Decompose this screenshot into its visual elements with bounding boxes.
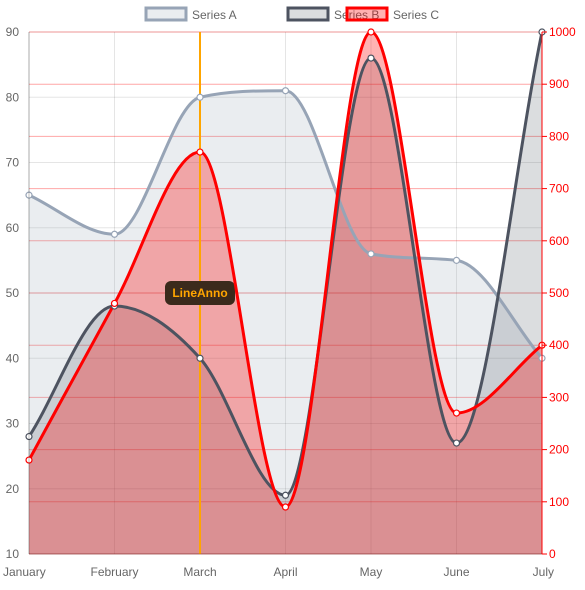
series-b-point[interactable]	[196, 354, 204, 362]
y-left-tick-label: 80	[6, 90, 20, 104]
y-right-tick-label: 100	[549, 495, 569, 509]
series-b-point[interactable]	[25, 432, 33, 441]
y-right-tick-label: 700	[549, 182, 569, 196]
series-b-legend-swatch[interactable]	[286, 6, 330, 22]
axes: 1020304050607080900100200300400500600700…	[3, 25, 576, 579]
series-a-legend-label[interactable]: Series A	[192, 8, 237, 22]
series-c-legend-label[interactable]: Series C	[393, 8, 439, 22]
series-c-point[interactable]	[110, 299, 119, 308]
x-tick-label: April	[273, 565, 297, 579]
series-b-area	[29, 32, 542, 554]
series-b-point[interactable]	[367, 54, 375, 62]
series-c-area	[29, 32, 542, 554]
y-right-tick-label: 800	[549, 129, 569, 143]
y-left-tick-label: 50	[6, 286, 20, 300]
y-right-tick-label: 400	[549, 338, 569, 352]
x-tick-label: January	[3, 565, 46, 579]
y-left-tick-label: 20	[6, 482, 20, 496]
series-b-point[interactable]	[452, 439, 461, 447]
y-right-tick-label: 200	[549, 443, 569, 457]
y-left-tick-label: 70	[6, 156, 20, 170]
series-c-line	[27, 30, 543, 509]
y-left-tick-label: 90	[6, 25, 20, 39]
series-a-point[interactable]	[281, 87, 290, 95]
series-a-point[interactable]	[110, 230, 119, 238]
x-tick-label: June	[443, 565, 469, 579]
y-right-tick-label: 900	[549, 77, 569, 91]
series-a-point[interactable]	[367, 250, 375, 258]
y-right-tick-label: 600	[549, 234, 569, 248]
y-right-tick-label: 0	[549, 547, 556, 561]
y-right-tick-label: 1000	[549, 25, 576, 39]
annotation: LineAnno	[165, 32, 235, 554]
grid	[28, 31, 543, 555]
series-a-point[interactable]	[452, 256, 461, 264]
y-left-tick-label: 30	[6, 417, 20, 431]
series-points	[25, 28, 546, 511]
series-c-point[interactable]	[281, 503, 290, 511]
series-fills	[29, 32, 542, 554]
y-left-tick-label: 10	[6, 547, 20, 561]
x-tick-label: February	[90, 565, 138, 579]
series-a-point[interactable]	[196, 93, 204, 101]
series-c-point[interactable]	[196, 148, 204, 156]
series-a-legend-swatch[interactable]	[144, 6, 188, 22]
y-left-tick-label: 60	[6, 221, 20, 235]
series-c-point[interactable]	[25, 456, 33, 464]
series-a-point[interactable]	[25, 191, 33, 199]
series-b-point[interactable]	[281, 491, 290, 499]
series-c-point[interactable]	[367, 28, 375, 36]
series-c-legend-swatch[interactable]	[345, 6, 389, 22]
annotation-label: LineAnno	[172, 286, 227, 300]
y-right-tick-label: 300	[549, 390, 569, 404]
series-c-point[interactable]	[452, 409, 461, 417]
annotation-label-box	[165, 281, 235, 305]
x-tick-label: March	[183, 565, 216, 579]
x-tick-label: July	[533, 565, 554, 579]
y-left-tick-label: 40	[6, 351, 20, 365]
y-right-tick-label: 500	[549, 286, 569, 300]
x-tick-label: May	[360, 565, 383, 579]
